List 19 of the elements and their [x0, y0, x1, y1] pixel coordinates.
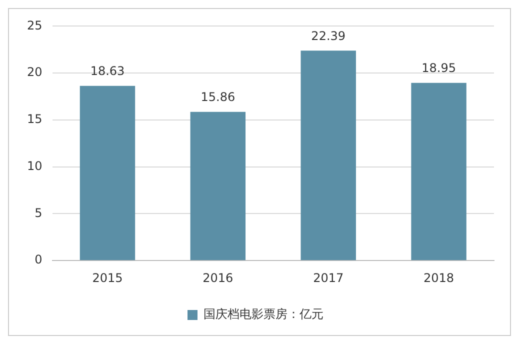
x-tick-label: 2017: [313, 270, 344, 285]
data-label: 15.86: [200, 90, 236, 104]
data-label: 22.39: [311, 28, 346, 43]
bar: [411, 82, 466, 260]
y-tick-label: 25: [26, 18, 42, 32]
bar: [190, 112, 246, 260]
y-tick-label: 20: [26, 65, 42, 80]
y-tick-label: 10: [26, 158, 42, 173]
bar: [80, 86, 136, 260]
data-label: 18.95: [422, 61, 456, 76]
legend-label: 国庆档电影票房：亿元: [204, 307, 324, 322]
bar: [300, 50, 356, 260]
y-tick-label: 0: [34, 252, 42, 267]
x-tick-label: 2015: [92, 270, 123, 285]
y-tick-label: 15: [26, 112, 42, 126]
y-tick-label: 5: [34, 206, 42, 220]
x-tick-label: 2018: [424, 270, 454, 285]
x-tick-label: 2016: [202, 270, 234, 285]
data-label: 18.63: [90, 64, 125, 78]
